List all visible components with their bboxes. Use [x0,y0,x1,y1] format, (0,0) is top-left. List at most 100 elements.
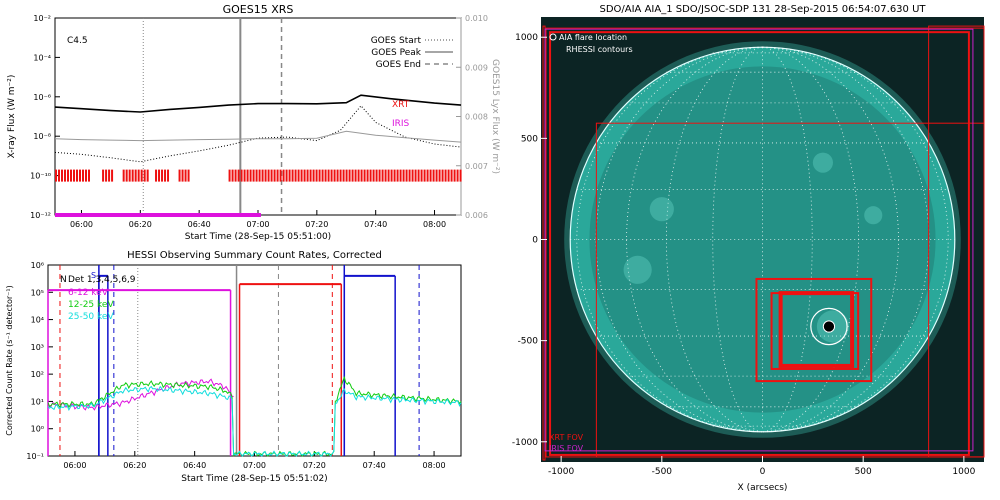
legend-label: XRT FOV [549,433,584,442]
y-tick-label: -500 [518,337,539,347]
xrt-coverage-mark [161,169,164,182]
xrt-coverage-mark [417,169,420,182]
xrt-coverage-mark [228,169,231,182]
longitude-grid-line [576,46,763,433]
longitude-grid-line [762,46,813,433]
iris-fov-rect [544,28,974,452]
xrt-coverage-mark [372,169,375,182]
xrt-coverage-mark [294,169,297,182]
y-tick-label: 1000 [515,33,538,43]
xrt-coverage-mark [456,169,459,182]
series-lyman-alpha-line [54,130,462,143]
x-tick-label: 06:20 [123,461,146,470]
xrt-coverage-mark [369,169,372,182]
xrt-coverage-mark [387,169,390,182]
xrt-coverage-mark [321,169,324,182]
xrt-coverage-mark [453,169,456,182]
y-tick-label: 10³ [31,343,44,352]
xrt-coverage-mark [402,169,405,182]
xrt-coverage-mark [178,169,181,182]
legend-label: AIA flare location [559,33,627,42]
xrt-coverage-mark [306,169,309,182]
x-tick-label: 08:00 [423,461,446,470]
right-y-tick-label: 0.006 [465,211,488,220]
y-tick-label: 10⁻² [33,14,51,23]
x-tick-label: 06:00 [63,461,86,470]
xrt-coverage-mark [70,169,72,182]
y-tick-label: 10⁵ [31,288,44,297]
x-tick-label: 1000 [952,467,975,477]
longitude-grid-line [762,46,899,433]
xrt-coverage-mark [363,169,366,182]
xrt-coverage-mark [438,169,441,182]
xrt-coverage-mark [396,169,399,182]
x-tick-label: -500 [652,467,673,477]
xrt-coverage-mark [240,169,243,182]
y-axis-label: X-ray Flux (W m⁻²) [7,75,17,159]
legend-label: IRIS FOV [549,444,584,453]
y-tick-label: 10² [31,370,44,379]
aia-image-panel: SDO/AIA AIA_1 SDO/JSOC-SDP 131 28-Sep-20… [512,4,985,493]
y-tick-label: 10⁴ [31,316,44,325]
series-short-line [54,105,462,163]
xrt-coverage-mark [432,169,435,182]
xrt-coverage-mark [234,169,237,182]
longitude-grid-line [762,46,860,433]
right-y-tick-label: 0.009 [465,63,488,72]
active-region-brightening [623,255,652,284]
legend-label: RHESSI contours [566,45,633,54]
y-tick-label: 10⁻⁴ [33,53,51,62]
series-1-count-rate [47,375,462,457]
xrt-coverage-mark [414,169,417,182]
plot-frame [47,264,462,457]
longitude-grid-line [762,46,949,433]
hessi-count-rate-panel: HESSI Observing Summary Count Rates, Cor… [5,250,462,484]
xrt-coverage-mark [420,169,423,182]
xrt-coverage-mark [333,169,336,182]
xrt-coverage-mark [315,169,318,182]
legend-label: 6-12 keV [68,288,109,298]
xrt-coverage-mark [285,169,288,182]
y-axis-label: Corrected Count Rate (s⁻¹ detector⁻¹) [5,285,14,436]
xrt-coverage-mark [249,169,252,182]
xrt-coverage-mark [447,169,450,182]
series-long-line [54,94,462,113]
aia-flare-location-circle [810,307,848,346]
xrt-coverage-mark [181,169,184,182]
rhessi-contour [822,320,836,333]
xrt-coverage-mark [231,169,234,182]
xrt-coverage-mark [330,169,333,182]
xrt-coverage-mark [399,169,402,182]
xrt-coverage-mark [102,169,105,182]
xrt-coverage-mark [408,169,411,182]
xrt-coverage-mark [108,169,111,182]
xrt-coverage-mark [459,169,462,182]
xrt-coverage-mark [137,169,140,182]
y-tick-label: 0 [532,236,538,246]
xrt-coverage-mark [273,169,276,182]
y-tick-label: 10⁶ [31,261,44,270]
xrt-coverage-mark [140,169,143,182]
xrt-coverage-mark [61,169,63,182]
xrt-coverage-mark [243,169,246,182]
image-title: SDO/AIA AIA_1 SDO/JSOC-SDP 131 28-Sep-20… [599,4,926,15]
xrt-coverage-mark [441,169,444,182]
x-tick-label: 07:00 [246,220,269,229]
xrt-coverage-mark [67,169,69,182]
xrt-coverage-mark [348,169,351,182]
longitude-grid-line [712,46,763,433]
x-tick-label: 07:20 [303,461,326,470]
flare-class-label: C4.5 [67,36,88,46]
xrt-fov-rect [549,31,970,456]
xrt-coverage-mark [55,169,57,182]
xrt-coverage-mark [342,169,345,182]
xrt-coverage-mark [357,169,360,182]
xrt-coverage-mark [390,169,393,182]
xrt-coverage-mark [264,169,267,182]
xrt-fov-rect [778,291,855,368]
xrt-coverage-mark [76,169,78,182]
s-flag-label: S [91,271,96,280]
x-tick-label: -1000 [548,467,574,477]
xrt-coverage-mark [345,169,348,182]
